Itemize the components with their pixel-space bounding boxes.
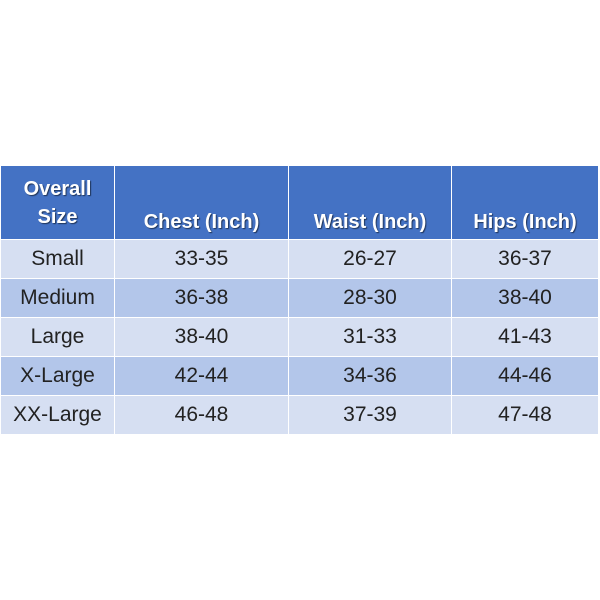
size-chart-table: Overall Size Chest (Inch) Waist (Inch) H… [0, 165, 599, 435]
table-row-xx-large: XX-Large 46-48 37-39 47-48 [0, 395, 599, 435]
header-overall-size-line2: Size [37, 205, 78, 228]
table-row-large: Large 38-40 31-33 41-43 [0, 317, 599, 357]
waist-cell: 28-30 [288, 278, 452, 318]
table-row-small: Small 33-35 26-27 36-37 [0, 239, 599, 279]
header-overall-size: Overall Size [0, 165, 115, 240]
waist-cell: 31-33 [288, 317, 452, 357]
chest-cell: 42-44 [114, 356, 289, 396]
chest-cell: 38-40 [114, 317, 289, 357]
chest-cell: 36-38 [114, 278, 289, 318]
header-waist: Waist (Inch) [288, 165, 452, 240]
size-cell: Medium [0, 278, 115, 318]
table-row-x-large: X-Large 42-44 34-36 44-46 [0, 356, 599, 396]
size-chart-body: Small 33-35 26-27 36-37 Medium 36-38 28-… [0, 239, 599, 435]
header-overall-size-line1: Overall [23, 177, 92, 200]
header-row: Overall Size Chest (Inch) Waist (Inch) H… [0, 165, 599, 240]
waist-cell: 37-39 [288, 395, 452, 435]
hips-cell: 38-40 [451, 278, 599, 318]
size-chart-header: Overall Size Chest (Inch) Waist (Inch) H… [0, 165, 599, 240]
hips-cell: 47-48 [451, 395, 599, 435]
size-cell: X-Large [0, 356, 115, 396]
hips-cell: 36-37 [451, 239, 599, 279]
chest-cell: 46-48 [114, 395, 289, 435]
table-row-medium: Medium 36-38 28-30 38-40 [0, 278, 599, 318]
hips-cell: 44-46 [451, 356, 599, 396]
header-hips: Hips (Inch) [451, 165, 599, 240]
header-chest: Chest (Inch) [114, 165, 289, 240]
waist-cell: 26-27 [288, 239, 452, 279]
chest-cell: 33-35 [114, 239, 289, 279]
size-cell: Large [0, 317, 115, 357]
size-cell: XX-Large [0, 395, 115, 435]
hips-cell: 41-43 [451, 317, 599, 357]
waist-cell: 34-36 [288, 356, 452, 396]
size-cell: Small [0, 239, 115, 279]
